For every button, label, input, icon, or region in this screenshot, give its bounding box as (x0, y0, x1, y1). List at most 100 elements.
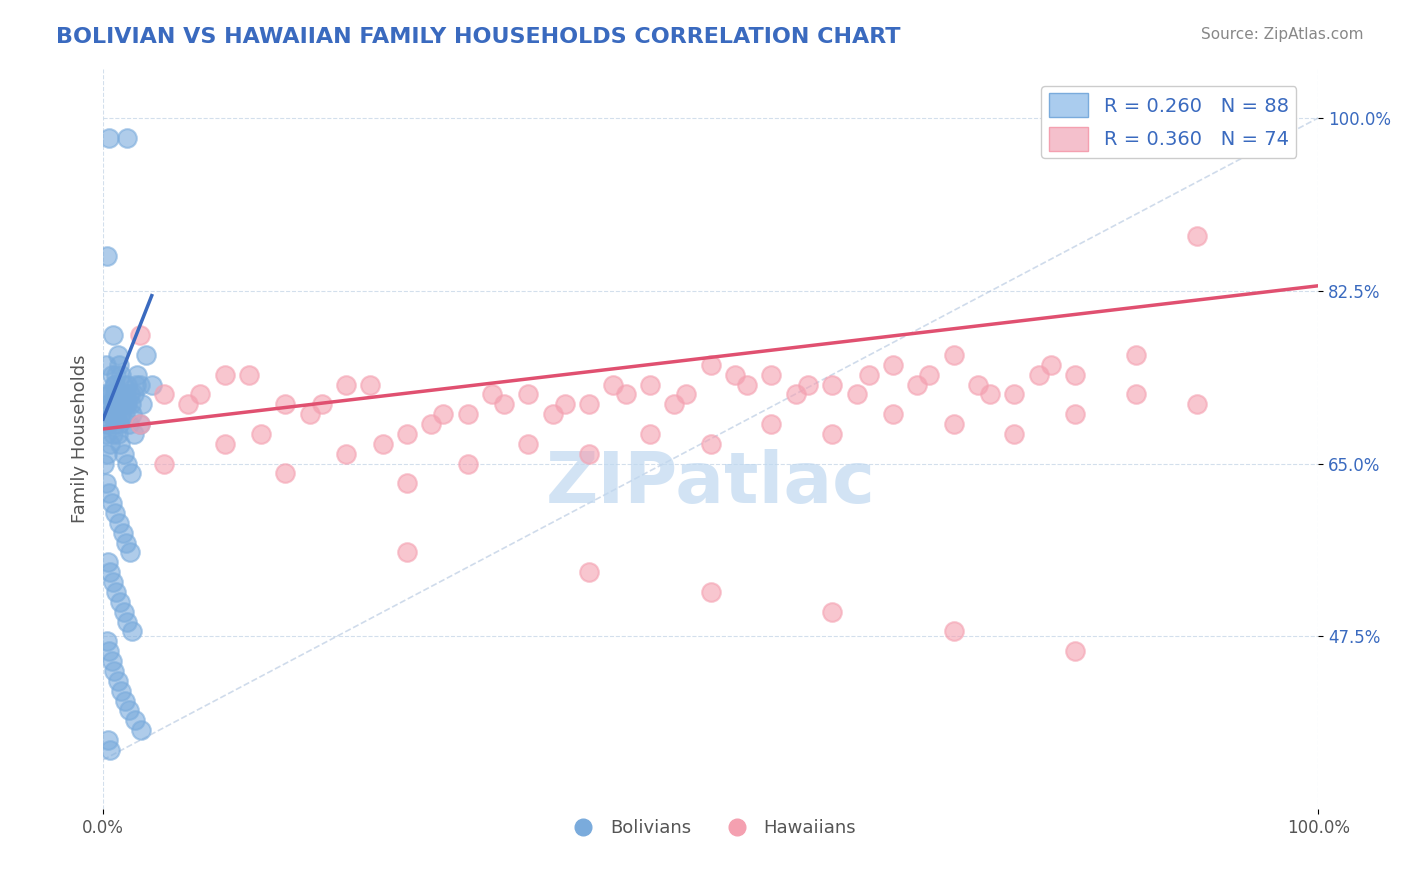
Bolivians (110, 407, 132, 421)
Hawaiians (274, 397, 297, 411)
Bolivians (101, 426, 124, 441)
Hawaiians (614, 387, 637, 401)
Hawaiians (735, 377, 758, 392)
Bolivians (117, 457, 139, 471)
Bolivians (110, 368, 132, 382)
Hawaiians (1185, 229, 1208, 244)
Bolivians (100, 654, 122, 668)
Bolivians (100, 387, 122, 401)
Hawaiians (298, 407, 321, 421)
Hawaiians (967, 377, 990, 392)
Bolivians (112, 387, 135, 401)
Legend: Bolivians, Hawaiians: Bolivians, Hawaiians (558, 812, 863, 845)
Hawaiians (821, 377, 844, 392)
Hawaiians (432, 407, 454, 421)
Bolivians (98, 486, 121, 500)
Bolivians (117, 397, 139, 411)
Hawaiians (1125, 387, 1147, 401)
Bolivians (105, 368, 128, 382)
Hawaiians (761, 417, 783, 431)
Hawaiians (942, 417, 965, 431)
Hawaiians (821, 426, 844, 441)
Bolivians (93, 457, 115, 471)
Hawaiians (214, 436, 236, 450)
Bolivians (114, 693, 136, 707)
Hawaiians (494, 397, 516, 411)
Bolivians (117, 130, 139, 145)
Bolivians (107, 397, 129, 411)
Bolivians (128, 377, 150, 392)
Hawaiians (979, 387, 1001, 401)
Bolivians (124, 713, 146, 727)
Bolivians (112, 447, 135, 461)
Bolivians (104, 377, 127, 392)
Hawaiians (1185, 397, 1208, 411)
Bolivians (115, 387, 138, 401)
Hawaiians (785, 387, 807, 401)
Bolivians (115, 535, 138, 549)
Bolivians (96, 447, 118, 461)
Hawaiians (942, 624, 965, 639)
Bolivians (93, 387, 115, 401)
Hawaiians (311, 397, 333, 411)
Bolivians (108, 595, 131, 609)
Hawaiians (602, 377, 624, 392)
Bolivians (110, 683, 132, 698)
Bolivians (108, 516, 131, 530)
Bolivians (114, 397, 136, 411)
Bolivians (100, 368, 122, 382)
Bolivians (117, 417, 139, 431)
Hawaiians (153, 387, 176, 401)
Text: ZIPatlас: ZIPatlас (546, 449, 876, 517)
Bolivians (101, 574, 124, 589)
Hawaiians (1004, 387, 1026, 401)
Hawaiians (153, 457, 176, 471)
Bolivians (111, 397, 134, 411)
Bolivians (104, 506, 127, 520)
Hawaiians (1125, 348, 1147, 362)
Hawaiians (918, 368, 941, 382)
Bolivians (107, 426, 129, 441)
Bolivians (111, 525, 134, 540)
Bolivians (118, 545, 141, 559)
Hawaiians (1064, 407, 1087, 421)
Hawaiians (128, 328, 150, 343)
Text: Source: ZipAtlas.com: Source: ZipAtlas.com (1201, 27, 1364, 42)
Bolivians (101, 397, 124, 411)
Hawaiians (214, 368, 236, 382)
Hawaiians (177, 397, 200, 411)
Bolivians (104, 417, 127, 431)
Bolivians (108, 417, 131, 431)
Bolivians (117, 377, 139, 392)
Bolivians (96, 417, 118, 431)
Text: BOLIVIAN VS HAWAIIAN FAMILY HOUSEHOLDS CORRELATION CHART: BOLIVIAN VS HAWAIIAN FAMILY HOUSEHOLDS C… (56, 27, 901, 46)
Hawaiians (858, 368, 880, 382)
Bolivians (96, 249, 118, 263)
Hawaiians (481, 387, 503, 401)
Bolivians (131, 397, 153, 411)
Hawaiians (797, 377, 820, 392)
Bolivians (94, 426, 117, 441)
Hawaiians (699, 585, 721, 599)
Hawaiians (420, 417, 443, 431)
Hawaiians (761, 368, 783, 382)
Bolivians (100, 565, 122, 579)
Hawaiians (578, 447, 600, 461)
Bolivians (98, 387, 121, 401)
Bolivians (105, 585, 128, 599)
Bolivians (121, 407, 143, 421)
Bolivians (98, 644, 121, 658)
Bolivians (107, 348, 129, 362)
Bolivians (129, 723, 152, 738)
Bolivians (141, 377, 163, 392)
Bolivians (118, 387, 141, 401)
Bolivians (122, 387, 145, 401)
Bolivians (100, 436, 122, 450)
Bolivians (125, 377, 148, 392)
Bolivians (121, 624, 143, 639)
Bolivians (98, 407, 121, 421)
Hawaiians (845, 387, 868, 401)
Bolivians (122, 426, 145, 441)
Bolivians (111, 377, 134, 392)
Bolivians (117, 615, 139, 629)
